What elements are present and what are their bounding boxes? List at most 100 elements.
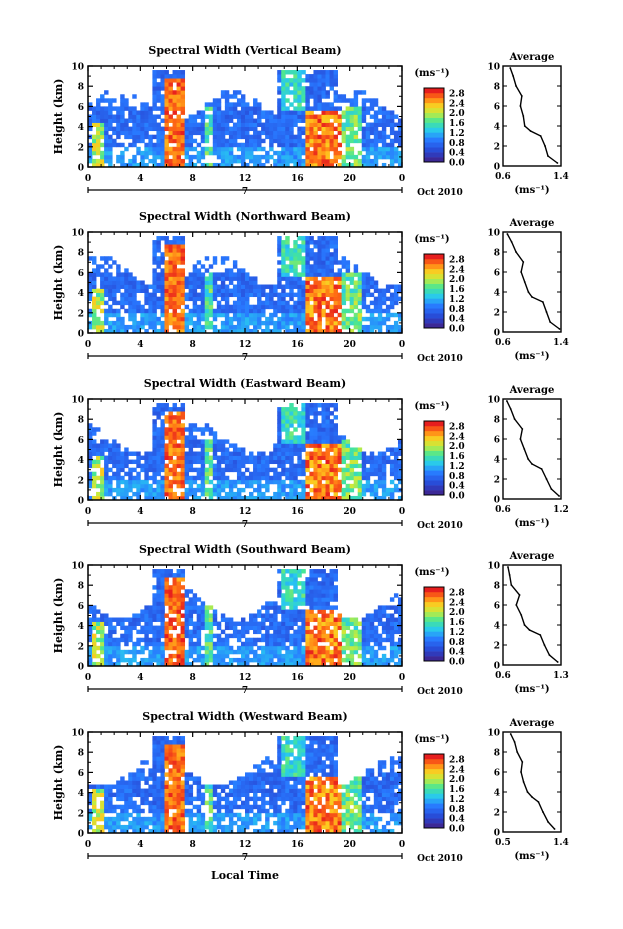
heatmap-cell (152, 605, 157, 610)
colorbar-tick-label: 0.4 (449, 482, 465, 492)
heatmap-cell (216, 150, 222, 156)
heatmap-cell (353, 300, 359, 306)
heatmap-cell (345, 98, 351, 103)
heatmap-cell (285, 248, 290, 253)
heatmap-cell (297, 661, 302, 667)
heatmap-cell (265, 637, 270, 643)
heatmap-cell (357, 126, 363, 132)
heatmap-cell (196, 629, 202, 635)
heatmap-cell (176, 272, 181, 277)
heatmap-cell (112, 288, 117, 293)
heatmap-cell (317, 244, 322, 249)
heatmap-cell (321, 248, 326, 253)
heatmap-cell (160, 447, 165, 452)
heatmap-cell (100, 292, 105, 298)
heatmap-cell (313, 419, 318, 424)
heatmap-cell (116, 276, 121, 281)
heatmap-cell (92, 134, 97, 140)
heatmap-cell (152, 252, 157, 257)
heatmap-cell (160, 162, 165, 168)
heatmap-cell (377, 130, 383, 136)
colorbar-swatch (424, 254, 444, 260)
heatmap-cell (180, 268, 186, 273)
heatmap-cell (196, 142, 202, 148)
heatmap-cell (160, 661, 165, 667)
colorbar-tick-label: 2.4 (449, 432, 465, 442)
heatmap-cell (369, 150, 375, 156)
heatmap-cell (96, 495, 101, 501)
heatmap-cell (277, 661, 282, 667)
heatmap-cell (164, 248, 169, 253)
heatmap-cell (341, 637, 347, 643)
heatmap-cell (92, 312, 97, 318)
heatmap-cell (381, 162, 387, 168)
heatmap-cell (277, 260, 282, 265)
heatmap-cell (116, 455, 121, 460)
heatmap-cell (253, 138, 258, 144)
heatmap-cell (301, 280, 306, 285)
heatmap-cell (281, 276, 286, 281)
heatmap-cell (305, 593, 310, 598)
heatmap-cell (373, 118, 379, 123)
heatmap-cell (200, 276, 206, 281)
heatmap-cell (152, 126, 157, 132)
heatmap-cell (116, 114, 121, 119)
heatmap-cell (329, 86, 334, 91)
heatmap-cell (245, 316, 250, 322)
heatmap-cell (333, 495, 338, 501)
heatmap-cell (172, 158, 177, 164)
heatmap-cell (240, 158, 246, 164)
heatmap-cell (397, 451, 403, 456)
heatmap-cell (301, 300, 306, 306)
heatmap-cell (108, 467, 113, 473)
heatmap-cell (329, 653, 334, 659)
heatmap-cell (164, 292, 169, 298)
heatmap-cell (196, 597, 202, 602)
heatmap-cell (281, 407, 286, 412)
heatmap-cell (176, 94, 181, 99)
heatmap-cell (349, 138, 355, 144)
heatmap-cell (156, 122, 161, 127)
heatmap-cell (116, 280, 121, 285)
heatmap-cell (325, 162, 330, 168)
heatmap-cell (365, 154, 371, 160)
heatmap-cell (188, 475, 194, 481)
heatmap-cell (289, 649, 294, 655)
heatmap-cell (357, 320, 363, 326)
heatmap-cell (329, 260, 334, 265)
heatmap-cell (285, 443, 290, 448)
heatmap-cell (204, 150, 210, 156)
heatmap-cell (176, 74, 181, 79)
heatmap-cell (132, 122, 137, 127)
heatmap-cell (108, 633, 113, 639)
heatmap-cell (285, 126, 290, 132)
heatmap-cell (281, 581, 286, 586)
colorbar-tick-label: 1.6 (449, 452, 465, 462)
heatmap-cell (160, 495, 165, 501)
heatmap-cell (293, 495, 298, 501)
heatmap-cell (232, 130, 238, 136)
heatmap-cell (156, 495, 161, 501)
heatmap-cell (329, 106, 334, 111)
heatmap-cell (301, 312, 306, 318)
heatmap-cell (337, 495, 343, 501)
heatmap-cell (289, 292, 294, 298)
colorbar-unit-label: (ms⁻¹) (414, 401, 449, 412)
heatmap-cell (305, 268, 310, 273)
heatmap-cell (156, 296, 161, 302)
heatmap-cell (317, 495, 322, 501)
heatmap-cell (128, 471, 133, 477)
heatmap-cell (305, 106, 310, 111)
heatmap-cell (373, 471, 379, 477)
heatmap-cell (172, 641, 177, 647)
heatmap-cell (385, 657, 391, 663)
heatmap-cell (140, 150, 145, 156)
heatmap-cell (369, 487, 375, 493)
heatmap-cell (196, 150, 202, 156)
heatmap-cell (188, 296, 194, 302)
heatmap-cell (156, 86, 161, 91)
heatmap-cell (365, 633, 371, 639)
heatmap-cell (389, 447, 395, 452)
heatmap-cell (397, 617, 403, 622)
heatmap-cell (285, 447, 290, 452)
